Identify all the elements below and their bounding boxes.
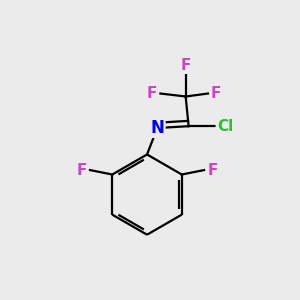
Text: N: N: [151, 119, 164, 137]
Text: F: F: [211, 86, 221, 101]
Text: F: F: [147, 86, 157, 101]
Text: F: F: [207, 163, 218, 178]
Text: Cl: Cl: [217, 119, 233, 134]
Text: F: F: [76, 163, 87, 178]
Text: F: F: [181, 58, 191, 73]
